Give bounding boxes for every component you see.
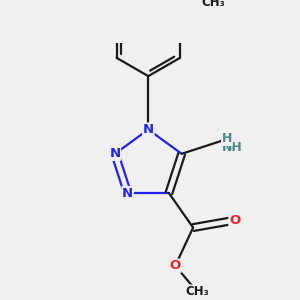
Text: N: N <box>122 187 133 200</box>
Text: H: H <box>222 132 232 145</box>
Text: CH₃: CH₃ <box>201 0 225 9</box>
Text: NH: NH <box>222 141 242 154</box>
Text: CH₃: CH₃ <box>185 285 209 298</box>
Text: O: O <box>229 214 240 227</box>
Text: O: O <box>170 259 181 272</box>
Text: N: N <box>143 123 154 136</box>
Text: N: N <box>109 147 120 160</box>
